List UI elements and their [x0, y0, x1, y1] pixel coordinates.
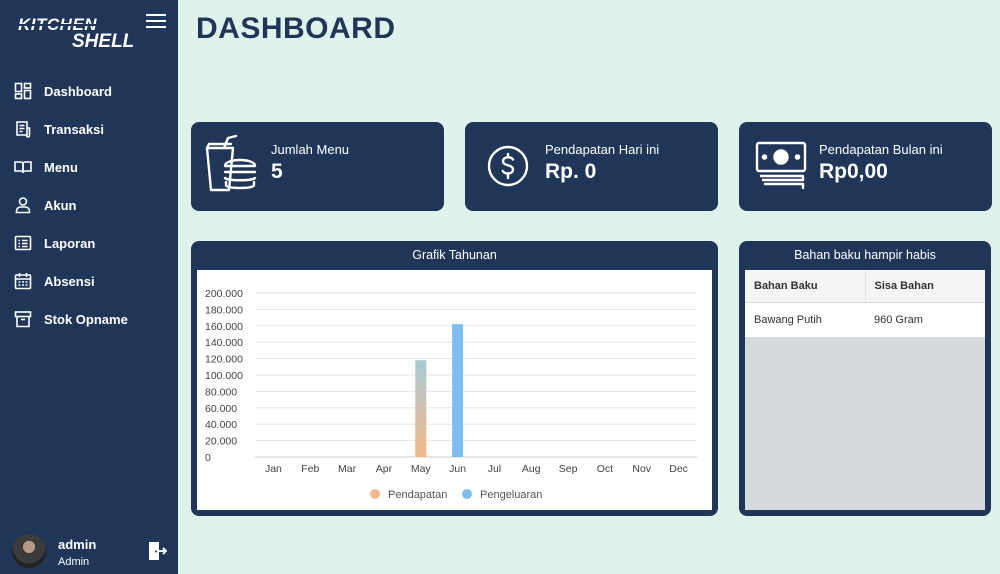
- user-icon: [15, 197, 31, 214]
- x-tick-label: Jul: [488, 463, 501, 475]
- sidebar-nav: Dashboard Transaksi Menu Akun Laporan: [0, 72, 178, 338]
- low-stock-table-area: Bahan Baku Sisa Bahan Bawang Putih 960 G…: [745, 270, 985, 510]
- y-tick-label: 140.000: [205, 337, 243, 349]
- y-tick-label: 100.000: [205, 370, 243, 382]
- brand-logo[interactable]: KITCHEN SHELL: [18, 16, 135, 56]
- table-row[interactable]: Bawang Putih 960 Gram: [745, 302, 985, 337]
- logo-line2: SHELL: [72, 31, 135, 52]
- table-cell: Bawang Putih: [745, 302, 865, 337]
- y-tick-label: 40.000: [205, 419, 237, 431]
- column-header-sisa-bahan[interactable]: Sisa Bahan: [864, 270, 985, 303]
- card-value: Rp0,00: [819, 160, 888, 183]
- hamburger-menu-icon[interactable]: [146, 14, 166, 30]
- sidebar-item-label: Menu: [44, 159, 78, 175]
- y-tick-label: 20.000: [205, 436, 237, 448]
- y-tick-label: 180.000: [205, 304, 243, 316]
- sidebar-item-label: Transaksi: [44, 121, 104, 137]
- card-pendapatan-bulan: Pendapatan Bulan ini Rp0,00: [739, 122, 992, 211]
- x-tick-label: Nov: [632, 463, 651, 475]
- sidebar-item-transaksi[interactable]: Transaksi: [0, 110, 178, 148]
- x-tick-label: Dec: [669, 463, 688, 475]
- dashboard-icon: [14, 82, 32, 100]
- chart-panel-title: Grafik Tahunan: [412, 248, 497, 262]
- sidebar-item-absensi[interactable]: Absensi: [0, 262, 178, 300]
- sidebar-item-stok-opname[interactable]: Stok Opname: [0, 300, 178, 338]
- report-icon: [14, 235, 32, 251]
- sidebar-item-label: Dashboard: [44, 83, 112, 99]
- calendar-icon: [14, 273, 32, 290]
- card-label: Jumlah Menu: [271, 142, 350, 157]
- low-stock-title: Bahan baku hampir habis: [794, 248, 936, 262]
- card-jumlah-menu: Jumlah Menu 5: [191, 122, 444, 211]
- sidebar-item-dashboard[interactable]: Dashboard: [0, 72, 178, 110]
- logout-icon[interactable]: [147, 541, 167, 561]
- food-menu-icon: [205, 134, 257, 192]
- legend-label: Pendapatan: [388, 489, 447, 501]
- y-tick-label: 80.000: [205, 386, 237, 398]
- chart-panel: Grafik Tahunan 0 20.000 40.000 60.000 80.000…: [191, 241, 718, 516]
- card-label: Pendapatan Bulan ini: [819, 142, 943, 157]
- user-role: Admin: [58, 556, 90, 568]
- column-header-bahan-baku[interactable]: Bahan Baku: [745, 270, 865, 303]
- low-stock-panel: Bahan baku hampir habis Bahan Baku Sisa …: [739, 241, 991, 516]
- sidebar-item-label: Absensi: [44, 273, 95, 289]
- user-profile: admin Admin: [12, 534, 172, 570]
- yearly-chart: 0 20.000 40.000 60.000 80.000 100.000 120.000 1…: [205, 288, 697, 501]
- x-tick-label: Jan: [265, 463, 282, 475]
- x-tick-label: Oct: [597, 463, 613, 475]
- sidebar-item-laporan[interactable]: Laporan: [0, 224, 178, 262]
- x-tick-label: Mar: [338, 463, 357, 475]
- card-pendapatan-hari: Pendapatan Hari ini Rp. 0: [465, 122, 718, 211]
- sidebar-item-akun[interactable]: Akun: [0, 186, 178, 224]
- bar-pengeluaran-jun: [452, 324, 464, 457]
- y-tick-label: 200.000: [205, 288, 243, 300]
- avatar[interactable]: [12, 534, 46, 568]
- sidebar-item-menu[interactable]: Menu: [0, 148, 178, 186]
- y-tick-label: 160.000: [205, 321, 243, 333]
- sidebar-item-label: Stok Opname: [44, 311, 128, 327]
- sidebar-item-label: Akun: [44, 197, 77, 213]
- x-tick-label: Jun: [449, 463, 466, 475]
- legend-label: Pengeluaran: [480, 489, 542, 501]
- bar-pendapatan-may: [415, 360, 427, 457]
- archive-icon: [14, 311, 32, 328]
- dollar-coin-icon: [487, 145, 529, 187]
- money-bill-icon: [755, 141, 807, 190]
- x-tick-label: May: [411, 463, 432, 475]
- legend-marker: [370, 489, 380, 499]
- card-value: 5: [271, 160, 283, 183]
- card-value: Rp. 0: [545, 160, 597, 183]
- user-name: admin: [58, 537, 97, 552]
- book-icon: [14, 161, 32, 174]
- sidebar-item-label: Laporan: [44, 235, 96, 251]
- low-stock-table: Bahan Baku Sisa Bahan Bawang Putih 960 G…: [745, 270, 985, 337]
- chart-area: 0 20.000 40.000 60.000 80.000 100.000 120.000 1…: [197, 270, 712, 510]
- table-header-row: Bahan Baku Sisa Bahan: [745, 270, 985, 303]
- page-title: DASHBOARD: [196, 12, 396, 45]
- legend-marker: [462, 489, 472, 499]
- x-tick-label: Sep: [559, 463, 578, 475]
- y-tick-label: 60.000: [205, 403, 237, 415]
- x-tick-label: Apr: [376, 463, 393, 475]
- y-tick-label: 120.000: [205, 354, 243, 366]
- receipt-icon: [16, 121, 31, 138]
- y-tick-label: 0: [205, 452, 211, 464]
- table-cell: 960 Gram: [865, 302, 985, 337]
- sidebar: KITCHEN SHELL Dashboard Transaksi Menu: [0, 0, 178, 574]
- card-label: Pendapatan Hari ini: [545, 142, 660, 157]
- x-tick-label: Aug: [522, 463, 541, 475]
- x-tick-label: Feb: [301, 463, 319, 475]
